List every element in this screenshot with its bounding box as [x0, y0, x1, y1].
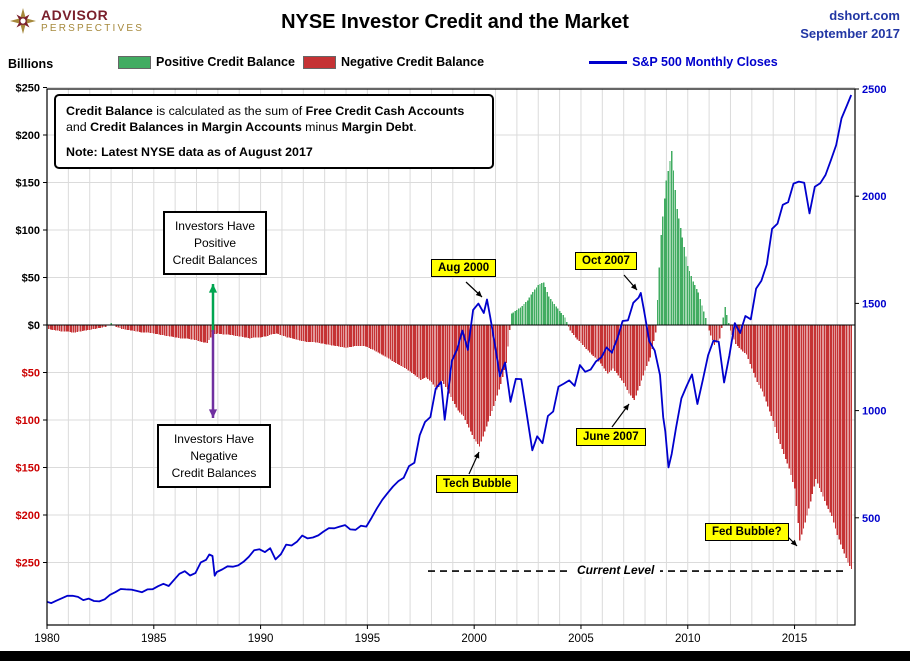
negative-note-line3: Credit Balances — [171, 465, 257, 480]
svg-text:$0: $0 — [28, 320, 40, 332]
positive-note-line3: Credit Balances — [172, 252, 258, 267]
credit-balance-definition-text: Credit Balance is calculated as the sum … — [66, 104, 465, 135]
negative-note-line1: Investors Have — [173, 432, 255, 446]
negative-credit-swatch — [302, 55, 336, 69]
svg-text:1985: 1985 — [141, 633, 167, 645]
callout-fed-bubble: Fed Bubble? — [705, 523, 789, 541]
svg-text:$200: $200 — [16, 130, 40, 142]
svg-text:$150: $150 — [16, 178, 40, 190]
positive-note-line1: Investors Have — [174, 219, 256, 233]
compass-rose-icon — [10, 8, 36, 34]
source-date: September 2017 — [800, 26, 900, 42]
svg-text:$100: $100 — [16, 225, 40, 237]
svg-text:1000: 1000 — [862, 406, 886, 418]
credit-balance-definition-box: Credit Balance is calculated as the sum … — [54, 94, 494, 170]
svg-text:$250: $250 — [16, 83, 40, 95]
svg-text:2000: 2000 — [862, 191, 886, 203]
data-as-of-note: Note: Latest NYSE data as of August 2017 — [66, 144, 313, 159]
footer-bar — [0, 651, 910, 661]
logo-text: ADVISOR PERSPECTIVES — [41, 8, 144, 34]
source-attribution: dshort.com September 2017 — [800, 7, 900, 43]
svg-text:2500: 2500 — [862, 84, 886, 96]
svg-text:$150: $150 — [16, 463, 40, 475]
svg-text:$50: $50 — [22, 368, 40, 380]
callout-aug-2000: Aug 2000 — [431, 259, 497, 277]
advisor-perspectives-logo: ADVISOR PERSPECTIVES — [10, 8, 144, 34]
logo-advisor-text: ADVISOR — [41, 7, 109, 24]
positive-credit-swatch — [118, 55, 151, 69]
current-level-label: Current Level — [571, 563, 661, 577]
legend-item-negative: Negative Credit Balance — [302, 55, 485, 69]
svg-text:500: 500 — [862, 513, 880, 525]
svg-text:1990: 1990 — [248, 633, 274, 645]
svg-text:2000: 2000 — [461, 633, 487, 645]
legend-positive-label: Positive Credit Balance — [156, 55, 295, 69]
logo-perspectives-text: PERSPECTIVES — [41, 22, 145, 34]
chart-legend: Positive Credit Balance Negative Credit … — [118, 55, 778, 69]
svg-text:$50: $50 — [22, 273, 40, 285]
svg-text:1995: 1995 — [355, 633, 381, 645]
positive-note-line2: Positive — [193, 235, 237, 250]
svg-text:2010: 2010 — [675, 633, 701, 645]
svg-text:$250: $250 — [16, 558, 40, 570]
legend-sp500-label: S&P 500 Monthly Closes — [632, 55, 778, 69]
page-title: NYSE Investor Credit and the Market — [281, 11, 629, 33]
svg-text:1980: 1980 — [34, 633, 60, 645]
svg-text:2005: 2005 — [568, 633, 594, 645]
negative-note-line2: Negative — [190, 448, 238, 463]
callout-june-2007: June 2007 — [576, 428, 646, 446]
negative-balances-note-box: Investors Have Negative Credit Balances — [157, 424, 271, 489]
source-site: dshort.com — [829, 8, 900, 23]
legend-item-positive: Positive Credit Balance — [118, 55, 295, 69]
svg-text:1500: 1500 — [862, 298, 886, 310]
svg-text:$200: $200 — [16, 510, 40, 522]
svg-text:2015: 2015 — [782, 633, 808, 645]
sp500-line-swatch — [589, 60, 628, 64]
callout-oct-2007: Oct 2007 — [575, 252, 637, 270]
legend-item-sp500: S&P 500 Monthly Closes — [589, 55, 778, 69]
callout-tech-bubble: Tech Bubble — [436, 475, 519, 493]
left-axis-title: Billions — [8, 57, 54, 71]
legend-negative-label: Negative Credit Balance — [340, 55, 485, 69]
svg-text:$100: $100 — [16, 415, 40, 427]
positive-balances-note-box: Investors Have Positive Credit Balances — [163, 211, 267, 276]
